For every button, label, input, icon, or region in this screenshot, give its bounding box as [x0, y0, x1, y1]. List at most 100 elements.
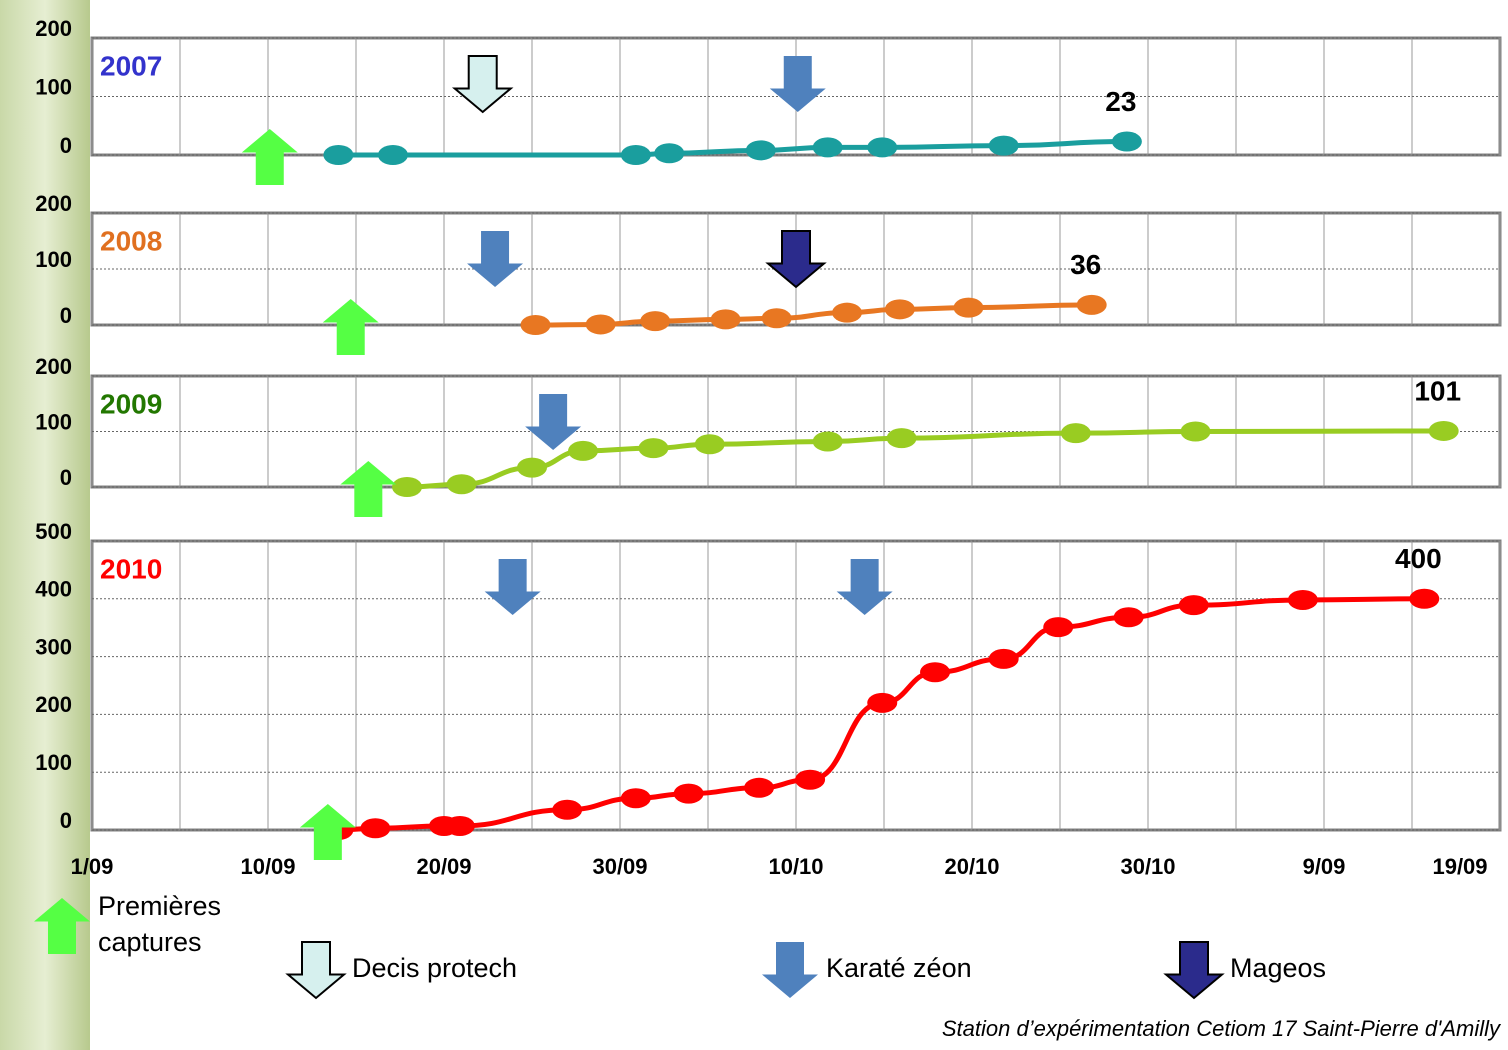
data-point: [1076, 294, 1107, 315]
series-line: [535, 302, 1092, 328]
data-point: [520, 315, 551, 335]
data-point: [920, 662, 951, 683]
data-point: [377, 145, 408, 165]
data-point: [812, 431, 843, 452]
data-point: [884, 299, 915, 320]
data-point: [360, 818, 391, 839]
y-tick-label: 200: [35, 354, 72, 379]
data-point: [323, 145, 354, 165]
panel-title: 2010: [100, 553, 162, 584]
data-label: 23: [1105, 86, 1136, 117]
data-label: 400: [1395, 543, 1442, 574]
panel-title: 2008: [100, 225, 162, 256]
x-tick-label: 19/09: [1432, 854, 1487, 879]
legend-label: Mageos: [1230, 953, 1326, 983]
data-point: [1043, 617, 1074, 638]
data-point: [795, 769, 826, 790]
event-arrow: [467, 231, 524, 287]
data-point: [710, 309, 741, 330]
data-point: [886, 428, 917, 449]
panel-title: 2007: [100, 50, 162, 81]
panel-title: 2009: [100, 388, 162, 419]
data-point: [1287, 589, 1318, 610]
data-point: [620, 145, 651, 165]
event-arrow: [836, 559, 893, 615]
y-tick-label: 100: [35, 750, 72, 775]
data-point: [1060, 423, 1091, 444]
data-point: [517, 457, 547, 478]
event-arrow: [769, 56, 826, 112]
y-tick-label: 0: [60, 465, 72, 490]
data-point: [1180, 421, 1211, 442]
y-tick-label: 500: [35, 519, 72, 544]
x-tick-label: 30/10: [1120, 854, 1175, 879]
y-tick-label: 100: [35, 74, 72, 99]
data-point: [832, 302, 863, 323]
data-point: [640, 311, 671, 332]
legend-icon: [762, 942, 818, 998]
data-point: [953, 297, 984, 318]
event-arrow: [451, 55, 514, 114]
event-arrow: [322, 299, 379, 355]
x-tick-label: 20/09: [416, 854, 471, 879]
x-tick-label: 20/10: [944, 854, 999, 879]
y-tick-label: 200: [35, 191, 72, 216]
legend-icon: [1163, 941, 1225, 1000]
y-tick-label: 200: [35, 692, 72, 717]
data-point: [673, 783, 704, 804]
data-point: [552, 799, 583, 820]
data-point: [1428, 420, 1459, 441]
x-tick-label: 10/09: [240, 854, 295, 879]
data-point: [654, 143, 685, 164]
data-point: [867, 137, 898, 158]
data-point: [694, 434, 725, 455]
data-point: [988, 135, 1019, 156]
event-arrow: [340, 461, 397, 517]
data-point: [1178, 595, 1209, 616]
y-tick-label: 0: [60, 808, 72, 833]
legend-label: Premières captures: [98, 891, 221, 957]
background-stem: [0, 0, 90, 1050]
y-tick-label: 400: [35, 577, 72, 602]
source-note: Station d’expérimentation Cetiom 17 Sain…: [942, 1016, 1502, 1041]
y-tick-label: 200: [35, 16, 72, 41]
x-tick-label: 30/09: [592, 854, 647, 879]
data-point: [745, 140, 776, 161]
data-point: [638, 438, 669, 459]
legend-label: Karaté zéon: [826, 953, 972, 983]
y-tick-label: 100: [35, 247, 72, 272]
event-arrow: [525, 394, 582, 450]
legend-icon: [285, 941, 347, 1000]
data-point: [568, 440, 599, 461]
data-point: [1111, 131, 1142, 152]
x-tick-label: 9/09: [1303, 854, 1346, 879]
data-label: 36: [1070, 249, 1101, 280]
data-point: [446, 474, 477, 495]
data-point: [1409, 588, 1440, 609]
data-point: [444, 815, 475, 836]
event-arrow: [241, 129, 298, 185]
y-tick-label: 0: [60, 303, 72, 328]
legend-label: Decis protech: [352, 953, 517, 983]
x-tick-label: 10/10: [768, 854, 823, 879]
data-point: [761, 308, 792, 329]
data-point: [744, 777, 775, 798]
data-point: [1113, 607, 1144, 628]
event-arrow: [299, 804, 356, 860]
y-tick-label: 0: [60, 133, 72, 158]
data-point: [867, 692, 898, 713]
event-arrow: [484, 559, 541, 615]
x-tick-label: 1/09: [71, 854, 114, 879]
data-point: [988, 648, 1019, 669]
data-point: [585, 314, 616, 335]
data-label: 101: [1414, 375, 1461, 406]
legend: Premières captures Decis protech Karaté zéo…: [98, 891, 1326, 983]
data-point: [620, 788, 651, 809]
event-arrow: [765, 230, 827, 289]
data-point: [812, 137, 843, 158]
data-point: [392, 477, 423, 497]
legend-icon: [34, 898, 90, 954]
y-tick-label: 300: [35, 634, 72, 659]
y-tick-label: 100: [35, 409, 72, 434]
